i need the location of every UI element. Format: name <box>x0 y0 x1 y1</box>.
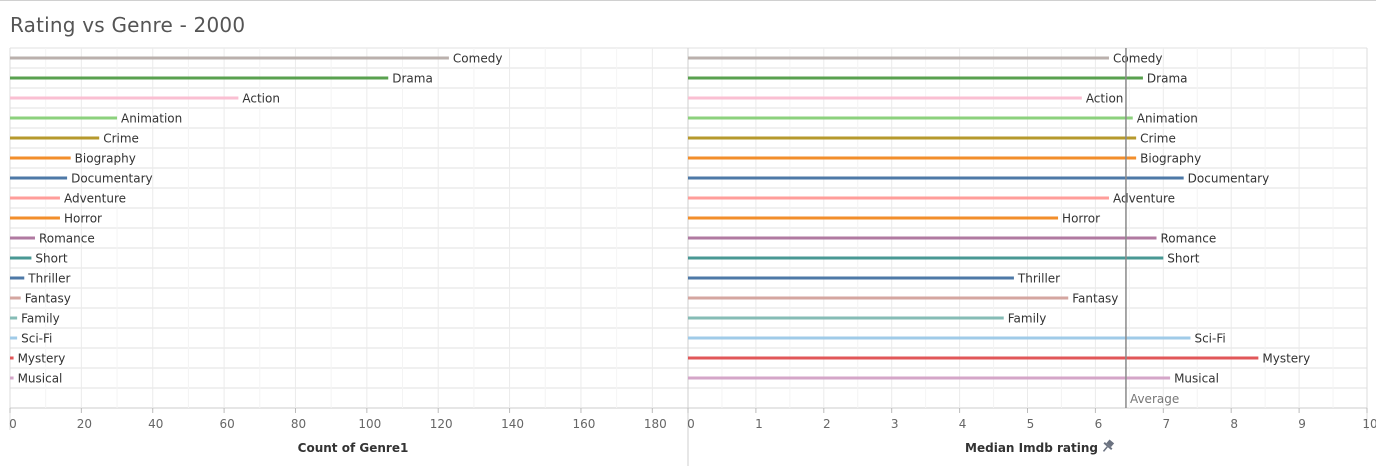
count-tick-label: 60 <box>219 417 234 431</box>
count-bar-label: Documentary <box>71 172 153 186</box>
count-bar-label: Action <box>242 92 280 106</box>
count-bar-label: Horror <box>64 212 102 226</box>
rating-bar-label: Comedy <box>1113 52 1163 66</box>
rating-tick-label: 6 <box>1095 417 1103 431</box>
count-bar-label: Mystery <box>18 352 66 366</box>
count-tick-label: 120 <box>430 417 453 431</box>
average-reference-label: Average <box>1130 392 1179 406</box>
rating-bar-label: Drama <box>1147 72 1188 86</box>
rating-bar-label: Musical <box>1174 372 1219 386</box>
rating-bar-label: Horror <box>1062 212 1100 226</box>
rating-bar-label: Mystery <box>1262 352 1310 366</box>
count-bar-label: Drama <box>392 72 433 86</box>
rating-axis-title: Median Imdb rating <box>965 441 1098 455</box>
count-bar-label: Sci-Fi <box>21 332 52 346</box>
count-tick-label: 80 <box>291 417 306 431</box>
rating-tick-label: 4 <box>959 417 967 431</box>
count-tick-label: 0 <box>9 417 17 431</box>
rating-tick-label: 1 <box>755 417 763 431</box>
count-tick-label: 140 <box>501 417 524 431</box>
count-tick-label: 100 <box>358 417 381 431</box>
rating-bar-label: Thriller <box>1017 272 1060 286</box>
rating-bar-label: Romance <box>1161 232 1217 246</box>
count-axis-title: Count of Genre1 <box>298 441 409 455</box>
count-bar-label: Comedy <box>453 52 503 66</box>
rating-bar-label: Crime <box>1140 132 1176 146</box>
count-bar-label: Musical <box>18 372 63 386</box>
count-bar-label: Animation <box>121 112 182 126</box>
rating-bar-label: Short <box>1167 252 1199 266</box>
rating-bar-label: Family <box>1008 312 1047 326</box>
count-tick-label: 20 <box>77 417 92 431</box>
count-bar-label: Family <box>21 312 60 326</box>
rating-tick-label: 2 <box>823 417 831 431</box>
rating-tick-label: 7 <box>1162 417 1170 431</box>
rating-tick-label: 5 <box>1027 417 1035 431</box>
rating-bar-label: Action <box>1086 92 1124 106</box>
count-bar-label: Thriller <box>27 272 70 286</box>
count-bar-label: Biography <box>75 152 136 166</box>
count-bar-label: Crime <box>103 132 139 146</box>
count-bar-label: Romance <box>39 232 95 246</box>
rating-tick-label: 10 <box>1362 417 1376 431</box>
rating-bar-label: Biography <box>1140 152 1201 166</box>
count-bar-label: Short <box>35 252 67 266</box>
count-bar-label: Adventure <box>64 192 126 206</box>
rating-tick-label: 9 <box>1298 417 1306 431</box>
top-divider <box>0 0 1376 1</box>
pin-icon[interactable] <box>1100 438 1116 454</box>
rating-bar-label: Fantasy <box>1072 292 1118 306</box>
count-tick-label: 40 <box>148 417 163 431</box>
rating-tick-label: 3 <box>891 417 899 431</box>
rating-tick-label: 8 <box>1230 417 1238 431</box>
rating-tick-label: 0 <box>687 417 695 431</box>
count-bar-label: Fantasy <box>25 292 71 306</box>
rating-bar-label: Adventure <box>1113 192 1175 206</box>
page-title: Rating vs Genre - 2000 <box>10 13 246 37</box>
count-tick-label: 160 <box>572 417 595 431</box>
rating-bar-label: Animation <box>1137 112 1198 126</box>
count-tick-label: 180 <box>644 417 667 431</box>
rating-bar-label: Sci-Fi <box>1194 332 1225 346</box>
rating-bar-label: Documentary <box>1188 172 1270 186</box>
